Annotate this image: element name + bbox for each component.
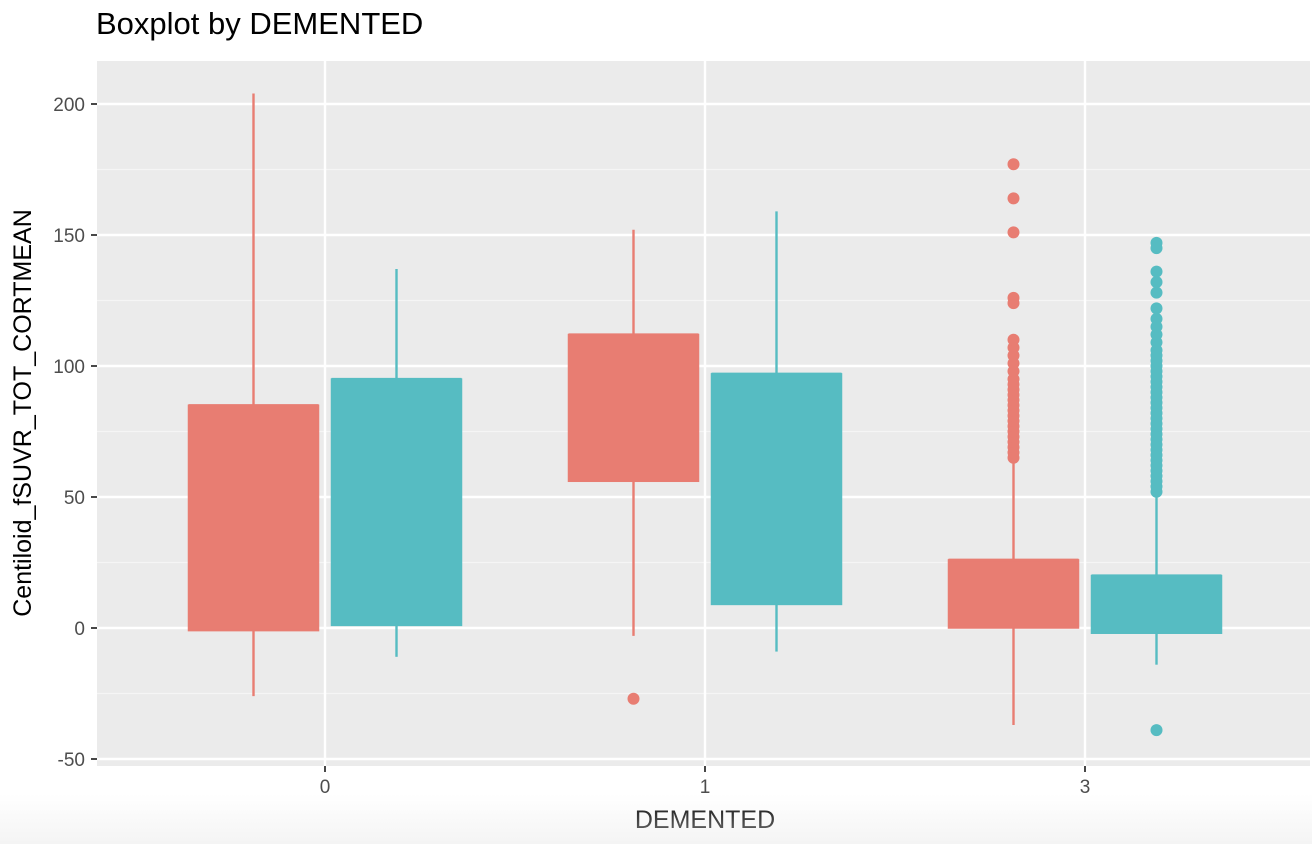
box-body: [710, 373, 843, 606]
x-tick-label: 1: [700, 777, 711, 798]
x-tick-label: 0: [320, 777, 331, 798]
outlier-point: [1150, 236, 1163, 249]
outlier-point: [627, 692, 640, 705]
outlier-point: [1007, 158, 1020, 171]
y-tick-label: 200: [53, 95, 85, 116]
y-tick-label: -50: [58, 750, 85, 771]
outlier-point: [1150, 286, 1163, 299]
outlier-point: [1007, 333, 1020, 346]
x-axis-title: DEMENTED: [635, 806, 775, 834]
y-tick-label: 50: [64, 488, 85, 509]
outlier-point: [1150, 276, 1163, 289]
outlier-point: [1007, 226, 1020, 239]
y-tick-label: 100: [53, 357, 85, 378]
outlier-point: [1150, 724, 1163, 737]
box-body: [187, 404, 320, 632]
outlier-point: [1007, 291, 1020, 304]
y-axis-title: Centiloid_fSUVR_TOT_CORTMEAN: [9, 209, 37, 617]
box-body: [567, 333, 700, 483]
axis-layer: -50 0 50 100 150 200 0 1 3: [53, 95, 1090, 798]
box-body: [330, 378, 463, 627]
box-layer: [187, 93, 1223, 737]
outlier-point: [1150, 265, 1163, 278]
box-body: [947, 559, 1080, 629]
outlier-point: [1007, 192, 1020, 205]
outlier-point: [1150, 312, 1163, 325]
chart-title: Boxplot by DEMENTED: [96, 6, 424, 41]
box-body: [1090, 574, 1223, 634]
x-tick-label: 3: [1080, 777, 1091, 798]
y-tick-label: 150: [53, 226, 85, 247]
y-tick-label: 0: [74, 619, 85, 640]
outlier-point: [1150, 302, 1163, 315]
